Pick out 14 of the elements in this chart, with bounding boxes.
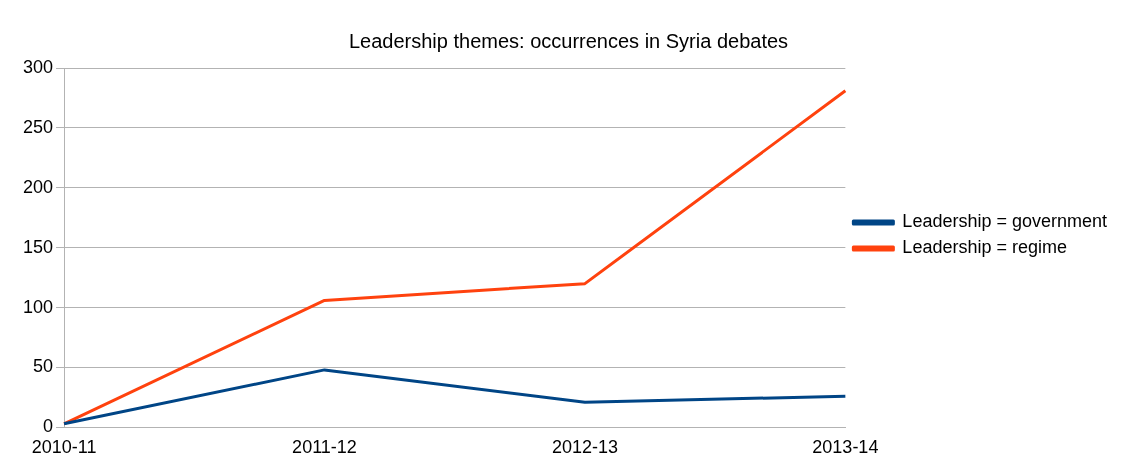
y-tick-label: 150 — [22, 236, 54, 257]
chart-title: Leadership themes: occurrences in Syria debates — [348, 29, 789, 52]
y-tick-label: 0 — [43, 416, 54, 437]
x-tick-label: 2011-12 — [292, 437, 357, 458]
y-tick-label: 50 — [33, 356, 54, 377]
y-tick-label: 200 — [22, 176, 54, 197]
x-tick-label: 2010-11 — [31, 437, 97, 458]
y-tick-label: 250 — [22, 116, 54, 137]
x-tick-label: 2013-14 — [812, 437, 879, 458]
y-tick-label: 100 — [22, 296, 54, 317]
y-tick-label: 300 — [22, 56, 54, 77]
x-tick-label: 2012-13 — [551, 437, 618, 458]
legend-label: Leadership = government — [902, 211, 1107, 232]
legend-label: Leadership = regime — [902, 237, 1067, 258]
